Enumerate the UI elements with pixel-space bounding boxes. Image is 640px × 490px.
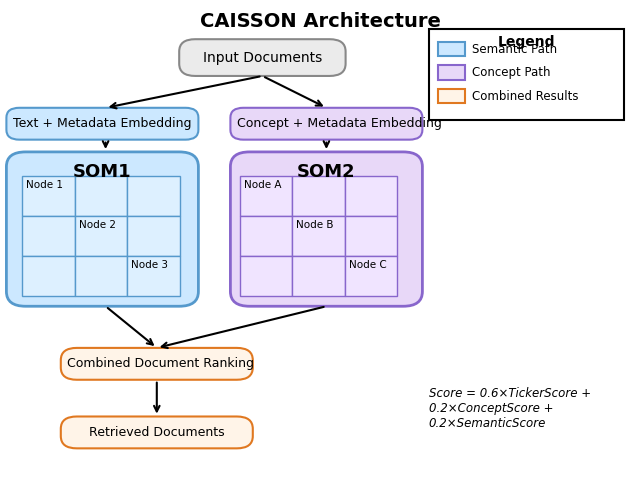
Bar [75, 176, 127, 216]
Bar [127, 256, 180, 296]
Text: Node A: Node A [244, 180, 282, 190]
Bar [22, 256, 75, 296]
Bar [345, 256, 397, 296]
FancyBboxPatch shape [230, 152, 422, 306]
FancyBboxPatch shape [61, 416, 253, 448]
Bar [438, 42, 465, 56]
Text: SOM1: SOM1 [73, 163, 132, 181]
Bar [22, 216, 75, 256]
Bar [345, 176, 397, 216]
Text: Score = 0.6×TickerScore +
0.2×ConceptScore +
0.2×SemanticScore: Score = 0.6×TickerScore + 0.2×ConceptSco… [429, 387, 591, 430]
Bar [438, 89, 465, 103]
Bar [22, 176, 75, 216]
Bar [75, 256, 127, 296]
Bar [127, 216, 180, 256]
Bar [438, 65, 465, 80]
Text: Node B: Node B [296, 220, 334, 230]
Bar [292, 256, 345, 296]
Bar [240, 256, 292, 296]
Text: Legend: Legend [498, 35, 555, 49]
Text: Node 2: Node 2 [79, 220, 116, 230]
Text: Concept + Metadata Embedding: Concept + Metadata Embedding [237, 117, 442, 130]
Text: Combined Results: Combined Results [472, 90, 579, 102]
Text: Node 3: Node 3 [131, 260, 168, 270]
Text: Node C: Node C [349, 260, 387, 270]
Text: Retrieved Documents: Retrieved Documents [89, 426, 225, 439]
Text: CAISSON Architecture: CAISSON Architecture [200, 12, 440, 31]
FancyBboxPatch shape [6, 152, 198, 306]
FancyBboxPatch shape [230, 108, 422, 140]
Text: Combined Document Ranking: Combined Document Ranking [67, 357, 254, 370]
Text: Node 1: Node 1 [26, 180, 63, 190]
Text: Semantic Path: Semantic Path [472, 43, 557, 55]
Text: SOM2: SOM2 [297, 163, 356, 181]
FancyBboxPatch shape [179, 39, 346, 76]
Bar [75, 216, 127, 256]
Text: Text + Metadata Embedding: Text + Metadata Embedding [13, 117, 191, 130]
Bar [292, 216, 345, 256]
FancyBboxPatch shape [6, 108, 198, 140]
FancyBboxPatch shape [61, 348, 253, 380]
Text: Concept Path: Concept Path [472, 66, 551, 79]
Bar [127, 176, 180, 216]
Bar [429, 29, 624, 120]
Bar [240, 216, 292, 256]
Bar [240, 176, 292, 216]
Bar [345, 216, 397, 256]
Text: Input Documents: Input Documents [203, 50, 322, 65]
Bar [292, 176, 345, 216]
